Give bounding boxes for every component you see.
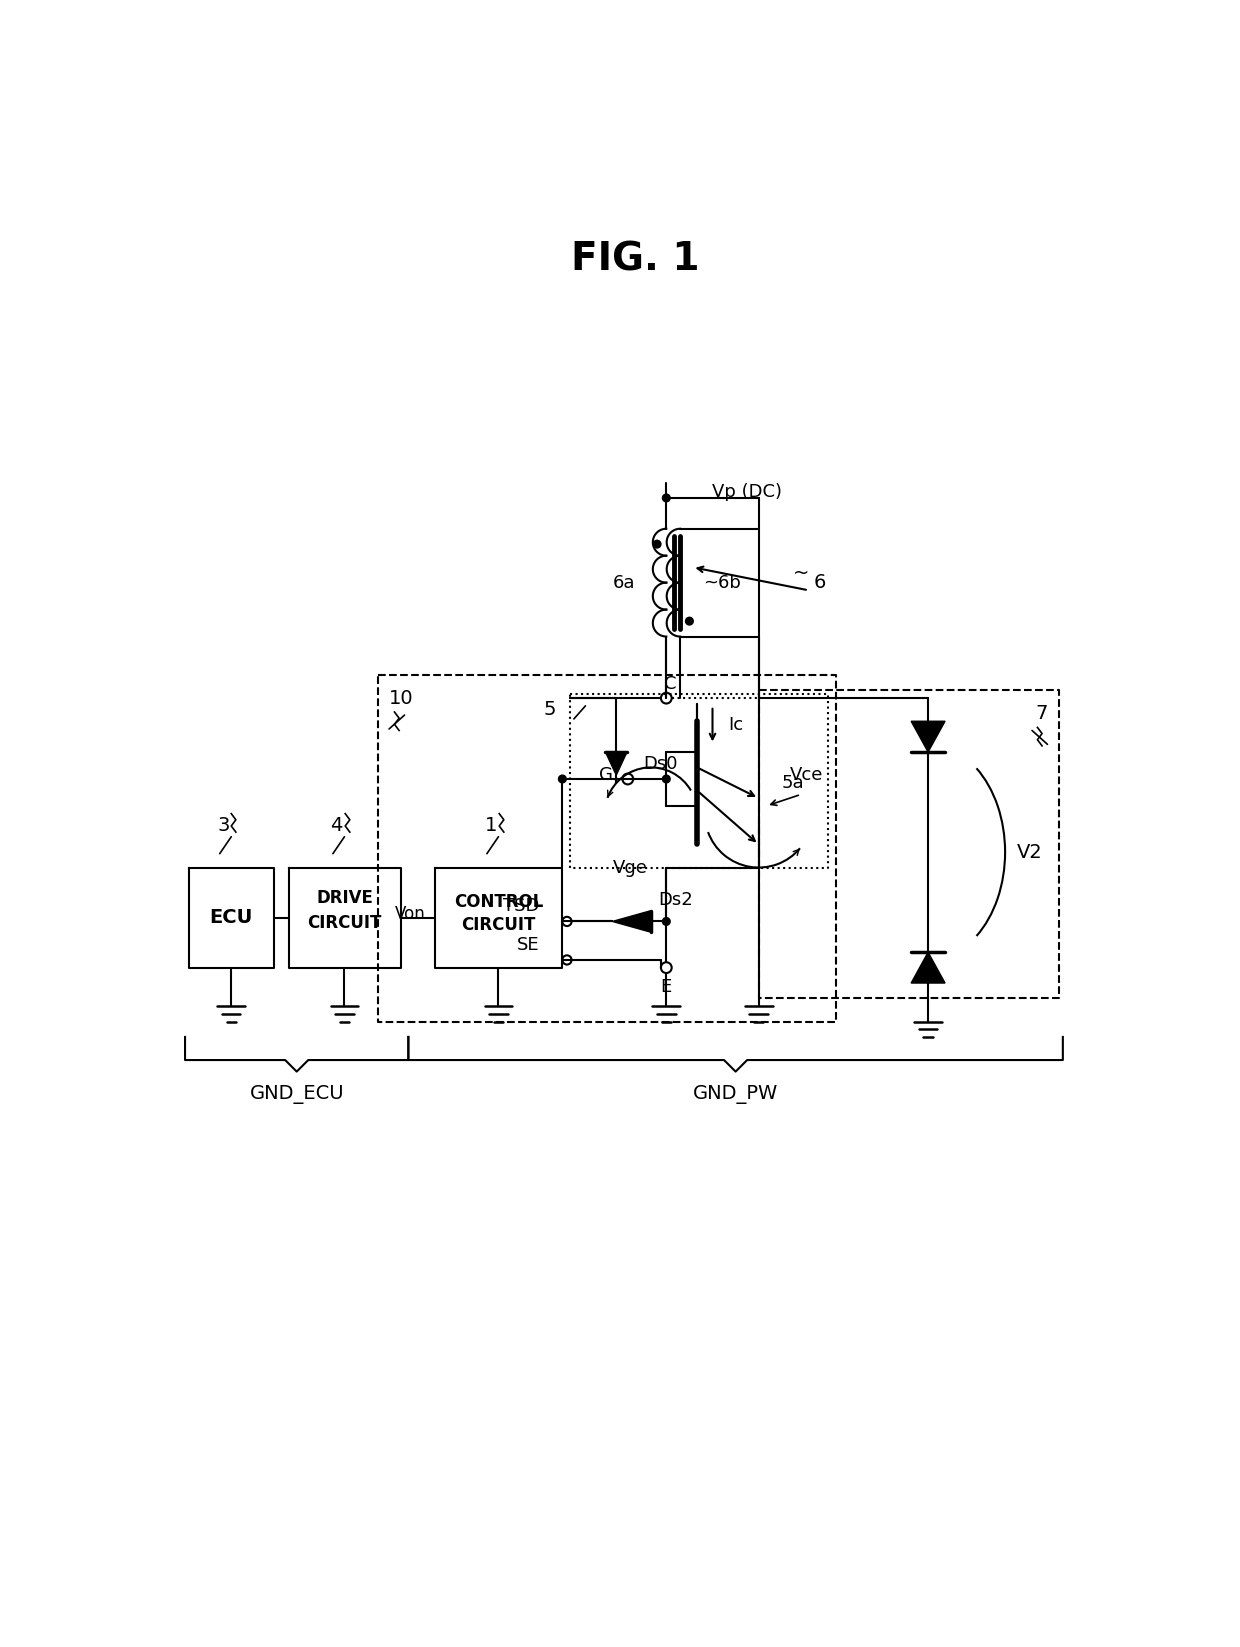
Text: ~6b: ~6b (703, 573, 742, 591)
Text: 3: 3 (217, 815, 229, 835)
Text: Vp (DC): Vp (DC) (713, 483, 782, 501)
Text: SE: SE (517, 935, 539, 954)
Text: ~: ~ (792, 563, 810, 583)
Circle shape (662, 494, 670, 502)
Circle shape (662, 917, 670, 926)
Text: G: G (599, 766, 613, 784)
Circle shape (662, 776, 670, 782)
Text: Ds2: Ds2 (658, 891, 693, 909)
Text: Vce: Vce (790, 766, 823, 784)
Text: 6: 6 (815, 573, 827, 593)
Text: Ds0: Ds0 (644, 754, 678, 772)
Text: ECU: ECU (210, 907, 253, 927)
Polygon shape (613, 911, 651, 932)
Text: 5a: 5a (781, 774, 805, 792)
Text: Von: Von (396, 904, 427, 922)
Text: 5: 5 (543, 700, 557, 720)
Polygon shape (911, 721, 945, 753)
Text: 4: 4 (331, 815, 343, 835)
Text: 10: 10 (389, 688, 414, 708)
Circle shape (558, 776, 567, 782)
Text: FIG. 1: FIG. 1 (572, 240, 699, 278)
Text: TSD: TSD (503, 898, 539, 916)
Text: CONTROL: CONTROL (454, 893, 543, 911)
Circle shape (653, 540, 661, 548)
Text: GND_ECU: GND_ECU (249, 1085, 343, 1103)
Text: Vge: Vge (613, 858, 647, 876)
Circle shape (686, 618, 693, 624)
Polygon shape (605, 753, 627, 776)
Text: Ic: Ic (728, 716, 743, 735)
Text: C: C (663, 675, 676, 693)
Text: E: E (661, 978, 672, 996)
Text: 1: 1 (485, 815, 497, 835)
Text: V2: V2 (1017, 843, 1043, 861)
Text: CIRCUIT: CIRCUIT (461, 916, 536, 934)
Text: DRIVE: DRIVE (316, 889, 373, 907)
Polygon shape (911, 952, 945, 983)
Text: CIRCUIT: CIRCUIT (308, 914, 382, 932)
Text: GND_PW: GND_PW (693, 1085, 779, 1103)
Text: 6a: 6a (613, 573, 635, 591)
Text: 7: 7 (1035, 703, 1048, 723)
